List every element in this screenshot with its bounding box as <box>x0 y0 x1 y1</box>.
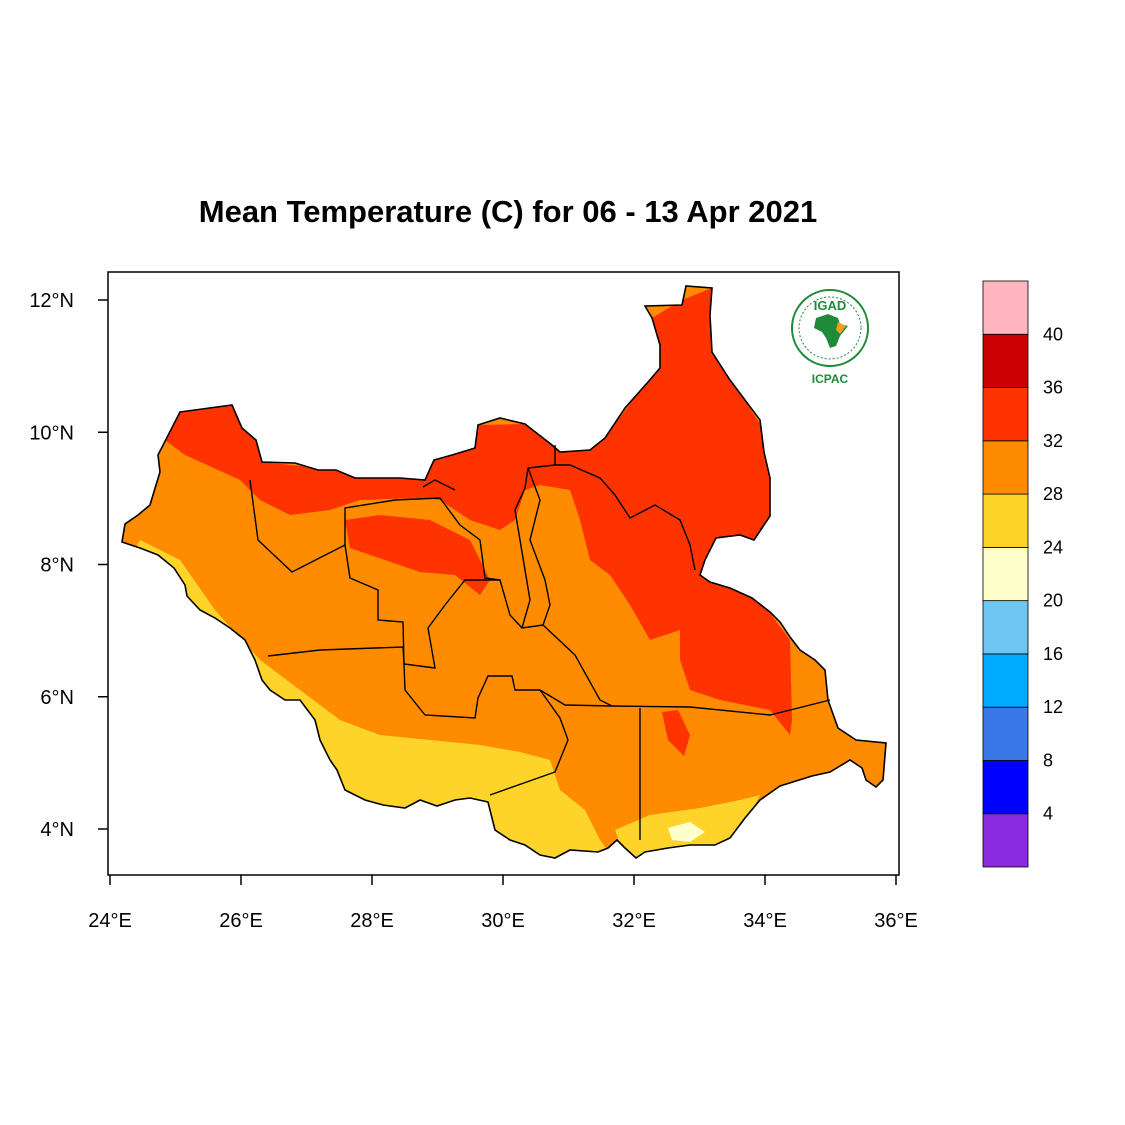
colorbar-bin <box>982 280 1029 335</box>
y-tick-label: 12°N <box>29 290 74 312</box>
y-tick-label: 6°N <box>40 687 74 709</box>
horn-highlight-icon <box>836 322 846 334</box>
colorbar-bin <box>982 493 1029 548</box>
colorbar-label: 24 <box>1043 537 1063 557</box>
colorbar-label: 32 <box>1043 431 1063 451</box>
colorbar-bin <box>982 813 1029 868</box>
colorbar-bin <box>982 440 1029 495</box>
colorbar-label: 36 <box>1043 378 1063 398</box>
africa-map-icon <box>814 314 848 348</box>
colorbar-label: 4 <box>1043 804 1053 824</box>
colorbar-label: 20 <box>1043 591 1063 611</box>
colorbar-bin <box>982 387 1029 442</box>
colorbar-bin <box>982 546 1029 602</box>
x-tick-label: 32°E <box>612 910 656 932</box>
country-outline <box>121 285 887 860</box>
map-title: Mean Temperature (C) for 06 - 13 Apr 202… <box>199 194 817 229</box>
hot-north-zone <box>160 288 792 735</box>
colorbar-label: 12 <box>1043 697 1063 717</box>
coolest-patch <box>668 822 705 842</box>
x-tick-label: 34°E <box>743 910 787 932</box>
y-tick-label: 8°N <box>40 555 74 577</box>
cool-south-zone <box>122 540 615 858</box>
colorbar-label: 8 <box>1043 750 1053 770</box>
logo-top-text: IGAD <box>814 298 847 313</box>
y-tick-label: 10°N <box>29 422 74 444</box>
hot-east-spot <box>662 710 690 756</box>
hot-central-band <box>345 515 490 595</box>
x-tick-label: 24°E <box>88 910 132 932</box>
x-tick-label: 36°E <box>874 910 918 932</box>
x-tick-label: 26°E <box>219 910 263 932</box>
colorbar-label: 40 <box>1043 324 1063 344</box>
colorbar-label: 28 <box>1043 484 1063 504</box>
colorbar-label: 16 <box>1043 644 1063 664</box>
x-tick-label: 28°E <box>350 910 394 932</box>
icpac-logo: IGAD ICPAC <box>791 289 869 386</box>
colorbar-bin <box>982 333 1029 388</box>
state-boundaries <box>249 445 831 840</box>
y-axis: 12°N 10°N 8°N 6°N 4°N <box>29 290 108 841</box>
y-tick-label: 4°N <box>40 819 74 841</box>
colorbar-bin <box>982 653 1029 708</box>
colorbar: 4 8 12 16 20 24 28 32 36 40 <box>982 280 1063 868</box>
logo-bottom-text: ICPAC <box>812 372 849 386</box>
x-tick-label: 30°E <box>481 910 525 932</box>
colorbar-bin <box>982 760 1029 815</box>
colorbar-bin <box>982 706 1029 761</box>
x-axis: 24°E 26°E 28°E 30°E 32°E 34°E 36°E <box>88 875 918 932</box>
colorbar-bin <box>982 600 1029 655</box>
